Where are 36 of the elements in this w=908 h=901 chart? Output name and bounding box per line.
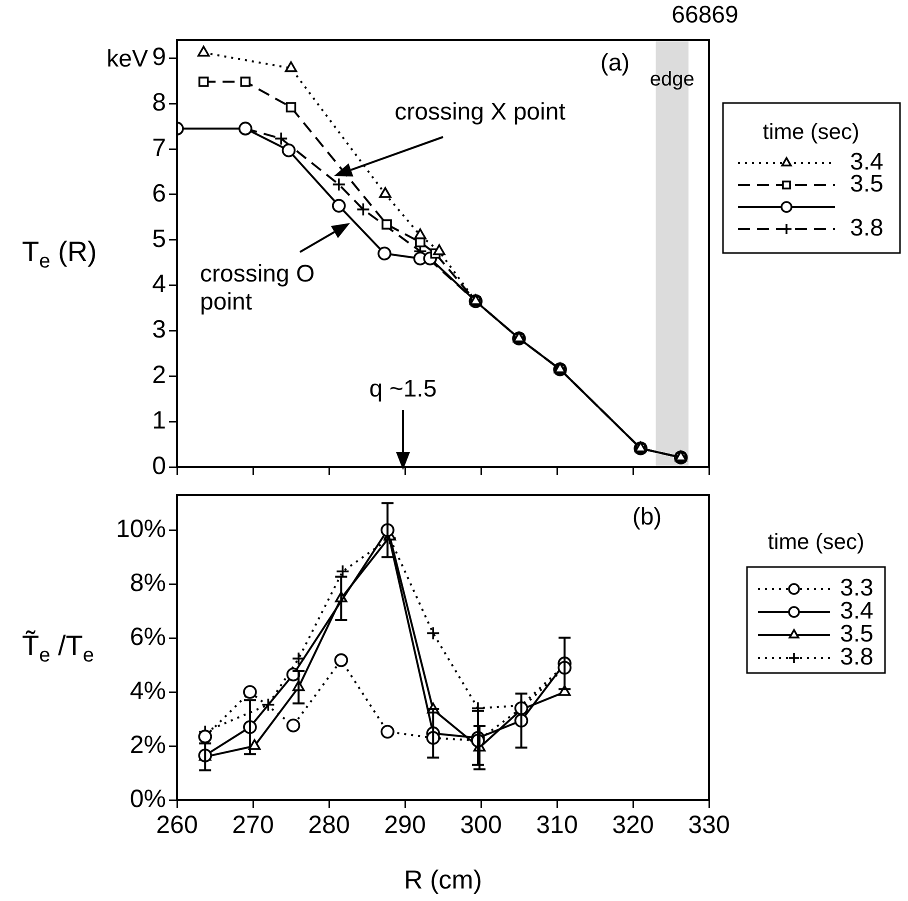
y-tick-label: 5 xyxy=(152,224,166,253)
y-tick-label: 6 xyxy=(152,179,166,208)
y-tick-label: 2% xyxy=(130,730,166,759)
y-tick-label: 8% xyxy=(130,568,166,597)
x-tick-label: 300 xyxy=(460,810,502,839)
annotation: crossing O point xyxy=(200,260,315,316)
text: keV xyxy=(106,46,148,73)
y-tick-label: 0 xyxy=(152,452,166,480)
x-tick-label: 310 xyxy=(536,810,578,839)
y-tick-label: 8 xyxy=(152,88,166,116)
y-tick-label: 0% xyxy=(130,784,166,813)
x-tick-label: 330 xyxy=(688,810,730,839)
legend-title: time (sec) xyxy=(762,119,860,144)
legend-title: time (sec) xyxy=(768,529,864,554)
y-tick-label: 3 xyxy=(152,316,166,344)
x-tick-label: 280 xyxy=(308,810,350,839)
x-tick-label: 260 xyxy=(156,810,198,839)
y-tick-label: 4% xyxy=(130,676,166,705)
annotation: (b) xyxy=(632,504,662,531)
y-tick-label: 9 xyxy=(152,43,166,72)
text: 66869 xyxy=(672,2,738,29)
legend-label: 3.8 xyxy=(850,214,884,242)
x-tick-label: 320 xyxy=(612,810,654,839)
y-tick-label: 4 xyxy=(152,270,166,298)
x-axis-title: R (cm) xyxy=(404,864,482,895)
annotation: q ~1.5 xyxy=(369,376,437,403)
y-tick-label: 10% xyxy=(116,514,166,543)
annotation: crossing X point xyxy=(394,98,566,126)
x-tick-label: 290 xyxy=(384,810,426,839)
y-tick-label: 1 xyxy=(152,406,166,434)
y-tick-label: 7 xyxy=(152,134,166,162)
y-tick-label: 6% xyxy=(130,622,166,651)
band-label: edge xyxy=(650,68,694,91)
annotation: (a) xyxy=(600,50,630,77)
y-tick-label: 2 xyxy=(152,361,166,390)
x-tick-label: 270 xyxy=(232,810,274,839)
